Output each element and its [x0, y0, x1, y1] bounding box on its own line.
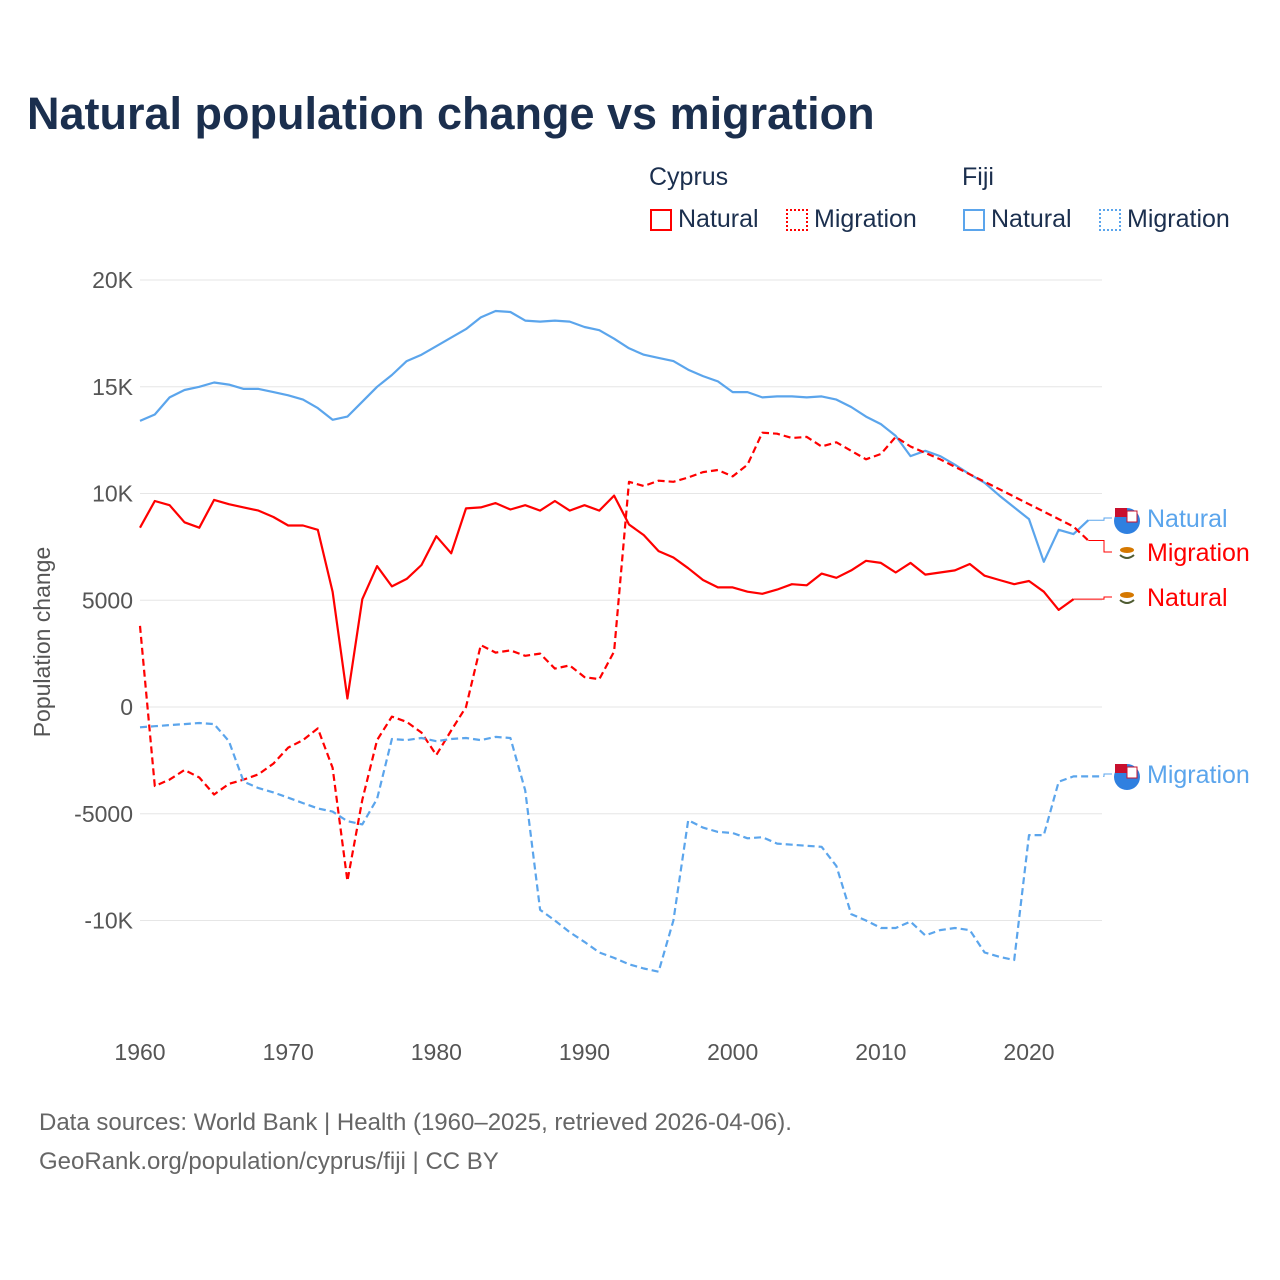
x-tick-label: 1970: [263, 1039, 314, 1065]
label-connector: [1088, 539, 1112, 553]
label-connector: [1088, 517, 1112, 521]
footer-link[interactable]: GeoRank.org/population/cyprus/fiji | CC …: [39, 1148, 499, 1175]
legend-group-cyprus: Cyprus: [649, 163, 729, 191]
x-tick-label: 1960: [114, 1039, 165, 1065]
x-tick-label: 2000: [707, 1039, 758, 1065]
legend-swatch-dotted: [1099, 208, 1121, 231]
y-axis-title: Population change: [29, 547, 55, 738]
legend-label: Natural: [991, 205, 1072, 233]
cyprus-flag-island-icon: [1120, 592, 1134, 598]
legend-fiji-migration[interactable]: Migration: [1099, 205, 1230, 234]
y-tick-label: -5000: [74, 801, 133, 827]
series-line-fiji-natural: [139, 309, 1090, 563]
x-tick-label: 1980: [411, 1039, 462, 1065]
y-tick-label: 0: [120, 694, 133, 720]
label-connector: [1073, 596, 1112, 600]
legend-group-fiji: Fiji: [962, 163, 994, 191]
x-tick-label: 1990: [559, 1039, 610, 1065]
chart-title: Natural population change vs migration: [27, 88, 875, 139]
cyprus-flag-olive-icon: [1119, 554, 1135, 559]
label-connector: [1103, 773, 1112, 777]
legend-label: Migration: [1127, 205, 1230, 233]
x-tick-label: 2010: [855, 1039, 906, 1065]
legend-fiji-natural[interactable]: Natural: [963, 205, 1072, 234]
y-tick-label: 20K: [92, 267, 134, 293]
cyprus-flag-olive-icon: [1119, 599, 1135, 604]
y-tick-label: -10K: [84, 908, 133, 934]
series-line-cyprus-natural: [139, 494, 1075, 700]
cyprus-flag-island-icon: [1120, 547, 1134, 553]
fiji-flag-union-icon: [1115, 508, 1127, 517]
legend-swatch-solid: [963, 208, 985, 231]
x-tick-label: 2020: [1003, 1039, 1054, 1065]
fiji-flag-shield-icon: [1126, 510, 1138, 523]
fiji-flag-shield-icon: [1126, 766, 1138, 779]
series-end-label: Migration: [1147, 539, 1250, 567]
y-tick-label: 10K: [92, 481, 134, 507]
series-end-label: Natural: [1147, 505, 1228, 533]
legend-swatch-dotted: [786, 208, 808, 231]
series-end-label: Natural: [1147, 584, 1228, 612]
legend-cyprus-natural[interactable]: Natural: [650, 205, 759, 234]
legend-cyprus-migration[interactable]: Migration: [786, 205, 917, 234]
fiji-flag-union-icon: [1115, 764, 1127, 773]
y-tick-label: 15K: [92, 374, 134, 400]
legend-label: Natural: [678, 205, 759, 233]
series-line-cyprus-migration: [138, 431, 1090, 883]
legend-label: Migration: [814, 205, 917, 233]
footer-sources: Data sources: World Bank | Health (1960–…: [39, 1109, 792, 1136]
legend-swatch-solid: [650, 208, 672, 231]
y-tick-label: 5000: [82, 587, 133, 613]
series-line-fiji-migration: [139, 721, 1104, 973]
series-end-label: Migration: [1147, 761, 1250, 789]
